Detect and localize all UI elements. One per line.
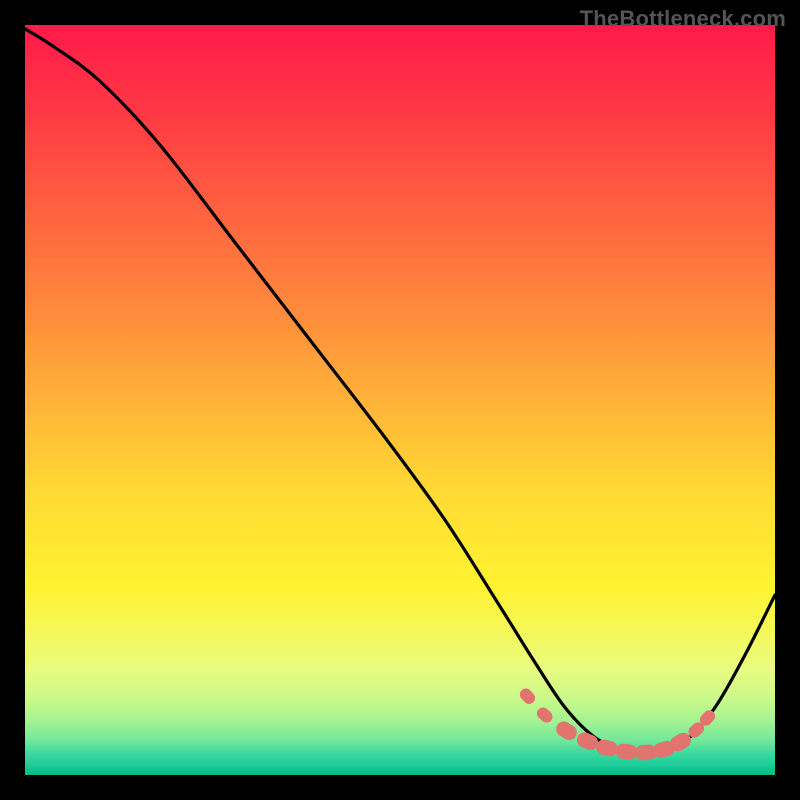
marker: [575, 730, 601, 753]
bottleneck-curve: [25, 29, 775, 755]
markers-group: [517, 686, 717, 761]
chart-frame: TheBottleneck.com: [0, 0, 800, 800]
marker: [615, 743, 638, 761]
marker: [535, 705, 555, 725]
chart-svg: [0, 0, 800, 800]
watermark-text: TheBottleneck.com: [580, 6, 786, 32]
marker: [517, 686, 537, 706]
